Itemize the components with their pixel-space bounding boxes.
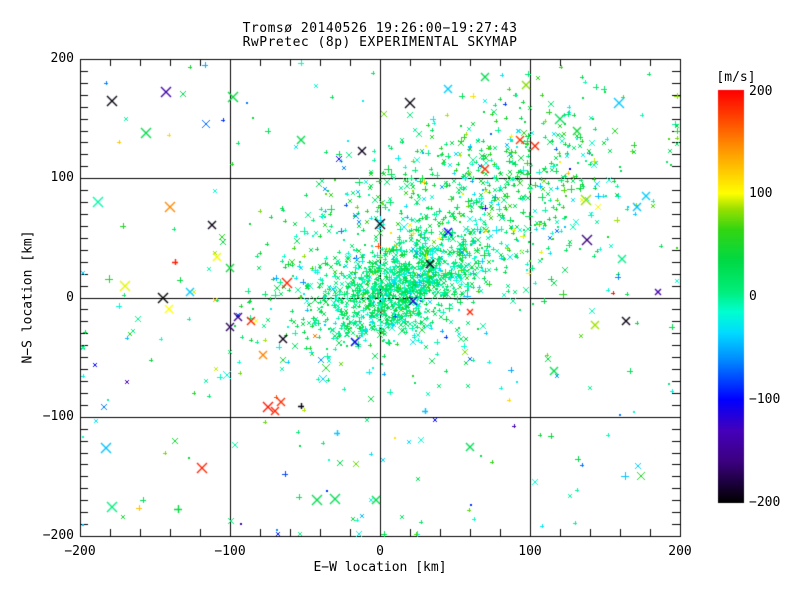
y-tick-label-0: 0: [66, 290, 74, 305]
colorbar-tick-200: 200: [749, 84, 773, 99]
colorbar-tick-neg200: −200: [749, 495, 781, 510]
chart-title: Tromsø 20140526 19:26:00−19:27:43: [242, 21, 518, 36]
colorbar-tick-0: 0: [749, 289, 757, 304]
x-tick-label-0: 0: [376, 544, 384, 559]
y-tick-label-neg100: −100: [42, 409, 74, 424]
x-tick-label-100: 100: [518, 544, 542, 559]
colorbar-tick-100: 100: [749, 186, 773, 201]
x-tick-label-200: 200: [668, 544, 692, 559]
colorbar-tick-neg100: −100: [749, 392, 781, 407]
y-tick-label-neg200: −200: [42, 528, 74, 543]
chart-subtitle: RwPretec (8p) EXPERIMENTAL SKYMAP: [242, 35, 518, 50]
y-tick-label-100: 100: [50, 170, 74, 185]
colorbar-unit-label: [m/s]: [716, 70, 756, 85]
x-tick-label-neg200: −200: [64, 544, 96, 559]
x-axis-label: E−W location [km]: [313, 560, 447, 575]
y-tick-label-200: 200: [50, 51, 74, 66]
y-axis-label: N−S location [km]: [20, 230, 36, 364]
x-tick-label-neg100: −100: [214, 544, 246, 559]
